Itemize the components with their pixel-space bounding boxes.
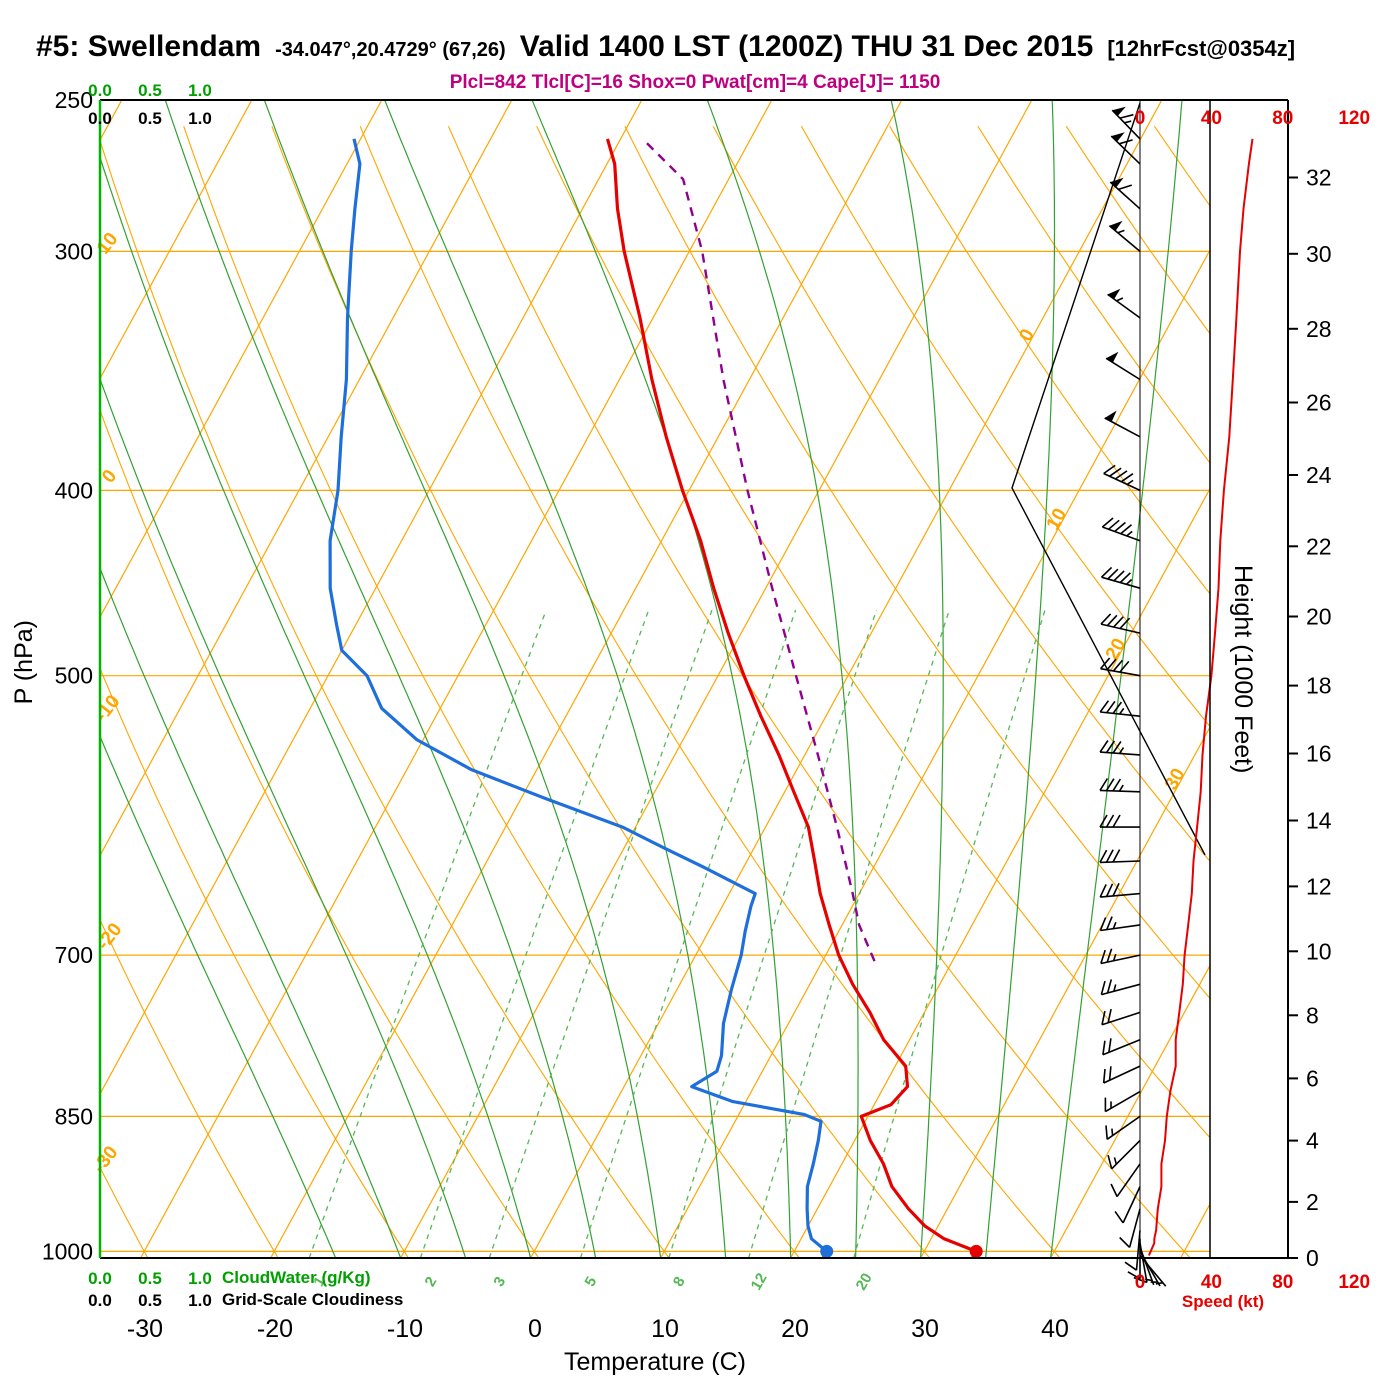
svg-text:0.5: 0.5 xyxy=(138,1269,162,1288)
title-bar: #5: Swellendam -34.047°,20.4729° (67,26)… xyxy=(36,30,1392,64)
svg-text:10: 10 xyxy=(651,1315,679,1343)
wind-panel-boundary xyxy=(1011,100,1206,1258)
svg-text:0: 0 xyxy=(528,1315,542,1343)
svg-text:40: 40 xyxy=(1041,1315,1069,1343)
svg-text:32: 32 xyxy=(1306,165,1332,191)
svg-text:850: 850 xyxy=(55,1103,93,1129)
svg-text:0.5: 0.5 xyxy=(138,109,162,128)
svg-text:20: 20 xyxy=(853,1270,876,1293)
svg-text:30: 30 xyxy=(911,1315,939,1343)
svg-text:2: 2 xyxy=(1306,1189,1319,1215)
svg-text:500: 500 xyxy=(55,663,93,689)
svg-text:0.0: 0.0 xyxy=(88,109,112,128)
svg-text:3: 3 xyxy=(490,1274,509,1290)
cloudwater-axis-label: CloudWater (g/Kg) xyxy=(222,1268,371,1287)
svg-text:0: 0 xyxy=(1135,108,1146,129)
mixing-ratio-lines xyxy=(308,609,1046,1258)
axes-borders xyxy=(98,99,1289,1259)
svg-text:16: 16 xyxy=(1306,741,1332,767)
svg-text:6: 6 xyxy=(1306,1065,1319,1091)
height-axis-label: Height (1000 Feet) xyxy=(1229,565,1257,774)
svg-text:-10: -10 xyxy=(91,691,124,726)
cloudiness-axis-label: Grid-Scale Cloudiness xyxy=(222,1290,404,1309)
dewpoint-trace xyxy=(328,138,829,1258)
speed-profile xyxy=(1147,138,1254,1256)
svg-text:1.0: 1.0 xyxy=(188,1291,212,1310)
svg-text:10: 10 xyxy=(1306,938,1332,964)
svg-text:0.5: 0.5 xyxy=(138,1291,162,1310)
svg-text:12: 12 xyxy=(748,1270,771,1293)
svg-text:20: 20 xyxy=(1306,604,1332,630)
svg-text:-30: -30 xyxy=(127,1315,163,1343)
svg-text:8: 8 xyxy=(670,1274,689,1290)
surface-dots xyxy=(820,1244,983,1258)
svg-text:1.0: 1.0 xyxy=(188,109,212,128)
svg-text:0.0: 0.0 xyxy=(88,1269,112,1288)
valid-time: Valid 1400 LST (1200Z) THU 31 Dec 2015 xyxy=(519,30,1094,63)
svg-text:80: 80 xyxy=(1272,108,1293,129)
temperature-axis-label: Temperature (C) xyxy=(564,1348,746,1376)
svg-text:0: 0 xyxy=(98,466,121,487)
station-title: #5: Swellendam xyxy=(36,30,262,63)
svg-text:12: 12 xyxy=(1306,873,1332,899)
svg-text:20: 20 xyxy=(781,1315,809,1343)
station-coords: -34.047°,20.4729° (67,26) xyxy=(275,39,506,61)
svg-text:120: 120 xyxy=(1338,1272,1370,1293)
svg-text:1.0: 1.0 xyxy=(188,81,212,100)
svg-text:4: 4 xyxy=(1306,1128,1319,1154)
svg-text:30: 30 xyxy=(1306,241,1332,267)
svg-text:10: 10 xyxy=(93,229,123,259)
svg-text:28: 28 xyxy=(1306,316,1332,342)
svg-text:14: 14 xyxy=(1306,808,1332,834)
temperature-trace xyxy=(605,138,978,1258)
svg-text:0: 0 xyxy=(1135,1272,1146,1293)
svg-text:2: 2 xyxy=(421,1274,440,1290)
svg-text:120: 120 xyxy=(1338,108,1370,129)
dry-adiabats xyxy=(100,125,1210,1258)
svg-text:1.0: 1.0 xyxy=(188,1269,212,1288)
svg-text:80: 80 xyxy=(1272,1272,1293,1293)
svg-text:-20: -20 xyxy=(93,919,126,954)
speed-axis-label: Speed (kt) xyxy=(1181,1292,1265,1311)
forecast-tag: [12hrFcst@0354z] xyxy=(1107,36,1296,61)
svg-text:18: 18 xyxy=(1306,673,1332,699)
svg-text:22: 22 xyxy=(1306,533,1332,559)
indices-line: Plcl=842 Tlcl[C]=16 Shox=0 Pwat[cm]=4 Ca… xyxy=(449,72,941,93)
svg-text:0.5: 0.5 xyxy=(138,81,162,100)
svg-text:10: 10 xyxy=(1043,505,1072,534)
svg-text:5: 5 xyxy=(582,1274,601,1290)
svg-text:8: 8 xyxy=(1306,1002,1319,1028)
svg-text:0: 0 xyxy=(1015,326,1038,345)
svg-text:0: 0 xyxy=(1306,1245,1319,1271)
moist-adiabats xyxy=(100,100,1183,1258)
wind-barbs xyxy=(1099,106,1167,1287)
svg-text:-20: -20 xyxy=(257,1315,293,1343)
isotherm-grid xyxy=(100,100,1210,1258)
svg-text:40: 40 xyxy=(1201,1272,1222,1293)
svg-text:1000: 1000 xyxy=(42,1238,93,1264)
isobar-grid xyxy=(100,99,1210,1253)
svg-text:40: 40 xyxy=(1201,108,1222,129)
svg-text:-30: -30 xyxy=(89,1142,122,1177)
svg-text:-10: -10 xyxy=(387,1315,423,1343)
pressure-axis-label: P (hPa) xyxy=(10,620,38,705)
parcel-trace xyxy=(641,138,876,962)
svg-text:0.0: 0.0 xyxy=(88,1291,112,1310)
svg-text:26: 26 xyxy=(1306,390,1332,416)
svg-text:400: 400 xyxy=(55,477,93,503)
svg-text:300: 300 xyxy=(55,238,93,264)
svg-text:700: 700 xyxy=(55,942,93,968)
svg-text:0.0: 0.0 xyxy=(88,81,112,100)
svg-text:24: 24 xyxy=(1306,462,1332,488)
svg-text:250: 250 xyxy=(55,87,93,113)
